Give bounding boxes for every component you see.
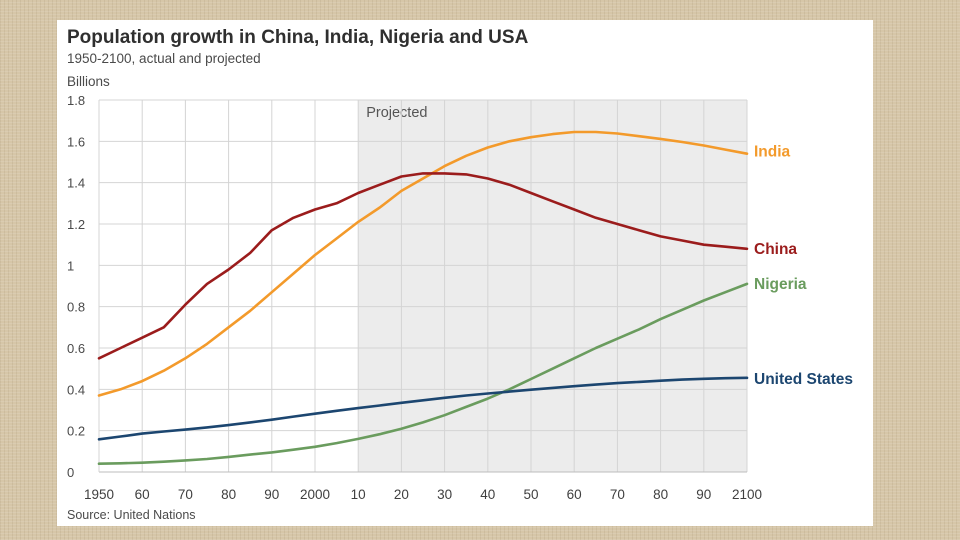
x-tick-label: 70 — [610, 487, 625, 502]
x-tick-label: 80 — [653, 487, 668, 502]
x-tick-label: 20 — [394, 487, 409, 502]
y-tick-label: 0 — [67, 465, 74, 480]
series-line-nigeria — [97, 282, 749, 465]
series-line-china — [97, 172, 749, 360]
projected-label: Projected — [366, 105, 427, 121]
x-tick-label: 90 — [696, 487, 711, 502]
source-note: Source: United Nations — [67, 508, 196, 522]
x-tick-label: 40 — [480, 487, 495, 502]
x-tick-label: 80 — [221, 487, 236, 502]
x-tick-label: 60 — [567, 487, 582, 502]
series-line-india — [97, 130, 749, 397]
chart-card: Population growth in China, India, Niger… — [57, 20, 873, 526]
y-tick-label: 1.4 — [67, 176, 85, 191]
y-tick-label: 1 — [67, 258, 74, 273]
y-tick-label: 0.2 — [67, 424, 85, 439]
x-tick-label: 30 — [437, 487, 452, 502]
x-tick-label: 70 — [178, 487, 193, 502]
series-line-united-states — [97, 376, 749, 441]
y-tick-label: 0.6 — [67, 341, 85, 356]
projected-region — [358, 100, 747, 472]
chart-subtitle: 1950-2100, actual and projected — [67, 51, 261, 66]
y-axis-unit-label: Billions — [67, 74, 110, 89]
chart-title: Population growth in China, India, Niger… — [67, 27, 529, 48]
series-label-india: India — [754, 144, 791, 161]
y-tick-label: 0.4 — [67, 382, 85, 397]
series-label-nigeria: Nigeria — [754, 276, 807, 293]
x-tick-label: 2100 — [732, 487, 762, 502]
x-tick-label: 1950 — [84, 487, 114, 502]
x-tick-label: 50 — [523, 487, 538, 502]
x-tick-label: 90 — [264, 487, 279, 502]
series-label-china: China — [754, 241, 797, 258]
y-tick-label: 0.8 — [67, 300, 85, 315]
y-tick-label: 1.8 — [67, 93, 85, 108]
series-label-united-states: United States — [754, 371, 853, 388]
y-tick-label: 1.6 — [67, 134, 85, 149]
x-tick-label: 60 — [135, 487, 150, 502]
line-chart: Projected 0 0.2 0.4 0.6 0.8 1 1.2 1.4 1.6 1.8 1950 6… — [67, 93, 853, 502]
y-tick-label: 1.2 — [67, 217, 85, 232]
x-tick-label: 10 — [351, 487, 366, 502]
x-tick-label: 2000 — [300, 487, 330, 502]
